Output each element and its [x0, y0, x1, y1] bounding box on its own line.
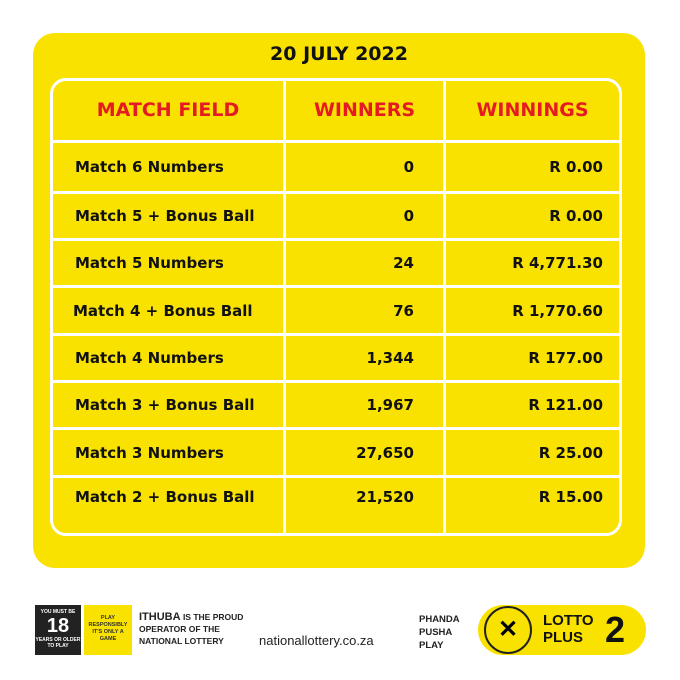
match-field-cell: Match 6 Numbers: [75, 158, 224, 176]
slogan-line: PHANDA: [419, 614, 460, 625]
national-lottery-logo: ✕: [484, 606, 532, 654]
row-divider: [53, 285, 619, 288]
match-field-cell: Match 4 Numbers: [75, 349, 224, 367]
row-divider: [53, 333, 619, 336]
winnings-cell: R 0.00: [549, 207, 603, 225]
game-number: 2: [605, 609, 626, 650]
winnings-cell: R 121.00: [528, 396, 603, 414]
slogan-line: PLAY: [419, 640, 444, 651]
match-field-cell: Match 4 + Bonus Ball: [73, 301, 253, 320]
draw-date: 20 JULY 2022: [270, 43, 408, 65]
slogan: PHANDA PUSHA PLAY: [419, 613, 460, 652]
winnings-cell: R 0.00: [549, 158, 603, 176]
play-responsibly-badge: PLAY RESPONSIBLY IT'S ONLY A GAME: [84, 605, 132, 655]
winnings-cell: R 1,770.60: [512, 301, 603, 320]
winners-cell: 21,520: [356, 487, 414, 506]
ithuba-statement: ITHUBA IS THE PROUD OPERATOR OF THE NATI…: [139, 611, 251, 647]
row-divider: [53, 475, 619, 478]
winners-cell: 76: [393, 301, 414, 320]
row-divider: [53, 380, 619, 383]
winnings-cell: R 25.00: [538, 443, 603, 462]
age-number: 18: [46, 615, 70, 637]
age-restriction-badge: YOU MUST BE 18 YEARS OR OLDER TO PLAY: [35, 605, 81, 655]
header-winnings: WINNINGS: [476, 99, 589, 121]
header-match-field: MATCH FIELD: [96, 99, 240, 121]
winners-cell: 1,344: [366, 349, 414, 367]
winnings-cell: R 177.00: [528, 349, 603, 367]
match-field-cell: Match 3 + Bonus Ball: [75, 396, 255, 414]
row-divider: [53, 427, 619, 430]
row-divider: [53, 238, 619, 241]
winners-cell: 0: [403, 207, 414, 225]
game-name: LOTTO PLUS: [543, 612, 594, 646]
match-field-cell: Match 5 Numbers: [75, 254, 224, 272]
winners-cell: 1,967: [366, 396, 414, 414]
game-line2: PLUS: [543, 629, 584, 646]
winnings-cell: R 15.00: [538, 487, 603, 506]
row-divider: [53, 191, 619, 194]
column-divider: [443, 81, 446, 533]
ithuba-logo: ITHUBA: [139, 611, 181, 623]
winners-cell: 0: [403, 158, 414, 176]
row-divider: [53, 140, 619, 143]
results-table: MATCH FIELD WINNERS WINNINGS Match 6 Num…: [50, 78, 622, 536]
age-bottom: YEARS OR OLDER TO PLAY: [35, 637, 81, 649]
results-card: 20 JULY 2022 MATCH FIELD WINNERS WINNING…: [33, 33, 645, 568]
winners-cell: 27,650: [356, 443, 414, 462]
ithuba-text: IS THE PROUD OPERATOR OF THE NATIONAL LO…: [139, 612, 244, 646]
slogan-line: PUSHA: [419, 627, 453, 638]
website-link[interactable]: nationallottery.co.za: [259, 633, 374, 648]
header-winners: WINNERS: [313, 99, 416, 121]
match-field-cell: Match 2 + Bonus Ball: [75, 487, 255, 506]
footer: YOU MUST BE 18 YEARS OR OLDER TO PLAY PL…: [35, 605, 680, 655]
age-top: YOU MUST BE: [40, 609, 76, 615]
column-divider: [283, 81, 286, 533]
game-line1: LOTTO: [543, 612, 594, 629]
winnings-cell: R 4,771.30: [512, 254, 603, 272]
match-field-cell: Match 3 Numbers: [75, 443, 224, 462]
winners-cell: 24: [393, 254, 414, 272]
match-field-cell: Match 5 + Bonus Ball: [75, 207, 255, 225]
